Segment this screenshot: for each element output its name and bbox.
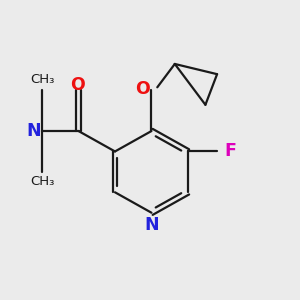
Text: N: N <box>144 216 159 234</box>
Text: N: N <box>26 122 40 140</box>
Text: CH₃: CH₃ <box>30 176 54 188</box>
Text: O: O <box>70 76 85 94</box>
Text: O: O <box>135 80 150 98</box>
Text: CH₃: CH₃ <box>30 73 54 86</box>
Text: F: F <box>224 142 236 160</box>
